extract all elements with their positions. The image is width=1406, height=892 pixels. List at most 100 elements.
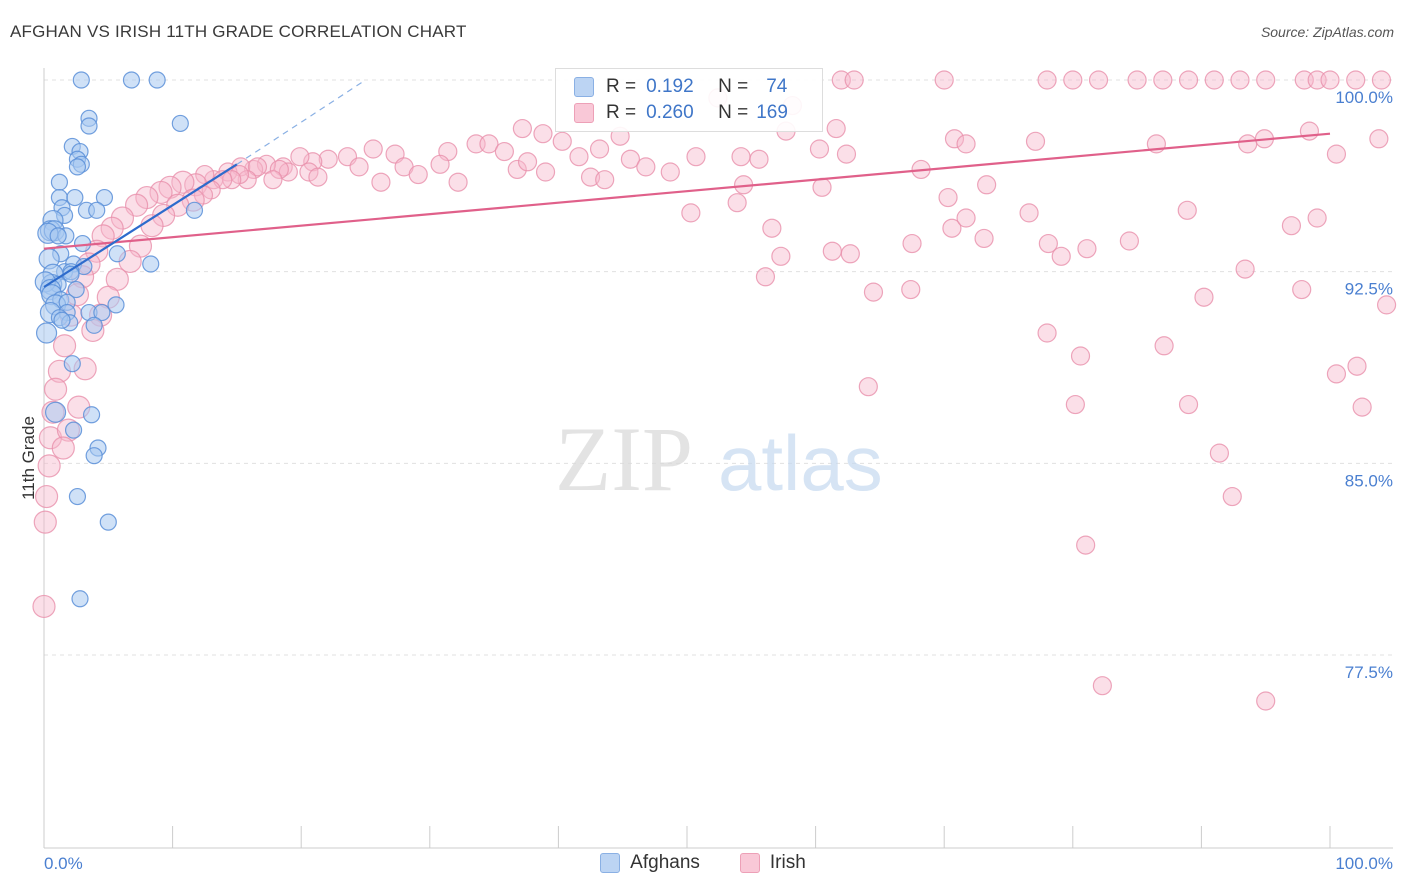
irish-point [1070,346,1091,366]
irish-point [1153,70,1173,90]
irish-point [901,279,921,300]
irish-point [934,70,954,90]
afghan-point [73,234,92,253]
irish-point [686,147,706,167]
afghan-point [53,311,71,329]
irish-point [1194,287,1214,307]
afghan-point [72,71,90,89]
y-tick-label: 100.0% [1335,88,1393,107]
irish-point [749,149,769,169]
irish-point [303,152,323,172]
afghan-point [99,513,117,531]
irish-point [944,129,965,149]
afghan-point [64,421,83,439]
irish-point [1209,443,1230,463]
irish-point [942,218,962,238]
irish-point [595,170,615,190]
y-tick-label: 85.0% [1345,471,1393,490]
watermark: ZIP atlas [555,408,883,510]
afghans-trend-extension [236,79,366,165]
irish-swatch [574,103,594,123]
legend-item-afghans[interactable]: Afghans [600,852,700,874]
afghan-point [93,303,111,322]
irish-legend-swatch [739,853,760,873]
x-tick-label-min: 0.0% [44,854,83,873]
irish-point [938,187,958,208]
irish-point [1038,233,1058,254]
irish-point [535,162,556,182]
afghan-point [35,322,58,344]
afghan-point [63,355,81,373]
irish-point [363,139,383,159]
irish-point [822,241,842,261]
irish-point [1088,70,1109,90]
irish-point [494,141,514,162]
watermark-zip: ZIP [555,408,693,510]
irish-point [51,436,75,460]
r-value-irish: 0.260 [646,102,694,123]
legend-item-irish[interactable]: Irish [739,852,806,874]
watermark-atlas: atlas [718,419,883,507]
irish-point [660,162,680,182]
irish-point [1352,397,1372,417]
irish-point [755,267,776,287]
irish-point [809,139,830,159]
irish-point [863,282,884,302]
irish-point [956,134,976,154]
irish-point [408,164,428,185]
afghans-legend-swatch [600,853,621,873]
r-label: R = [606,102,637,123]
irish-point [1326,364,1347,384]
irish-point [902,233,922,254]
afghan-point [88,201,106,219]
irish-point [589,139,610,159]
irish-point [247,157,268,177]
y-tick-label: 77.5% [1345,663,1393,682]
afghan-point [85,316,103,334]
n-label: N = [718,102,749,123]
irish-point [974,228,994,249]
afghan-point [95,188,114,207]
legend-row-irish: R = 0.260 N = 169 [574,101,788,125]
irish-point [1235,259,1255,279]
chart-title: AFGHAN VS IRISH 11TH GRADE CORRELATION C… [10,22,467,41]
irish-point [762,218,782,238]
irish-point [727,193,747,213]
irish-point [52,334,77,358]
irish-point [479,134,499,154]
afghan-point [122,71,141,89]
irish-point [1326,144,1347,164]
irish-point [1347,356,1367,376]
trend-lines [43,79,1331,288]
irish-point [507,159,527,180]
irish-point [37,454,61,478]
irish-point [1307,208,1327,228]
irish-point [448,172,468,192]
irish-point [1037,70,1057,90]
y-tick-label: 92.5% [1345,280,1393,299]
irish-point [1222,486,1242,507]
irish-point [1037,323,1057,343]
afghan-point [80,117,98,135]
afghans-trend-line [43,163,238,288]
afghan-point [68,158,87,176]
axes [43,68,1393,849]
afghan-point [71,590,89,608]
irish-point [299,162,319,182]
irish-point [1369,129,1389,149]
irish-point [1076,535,1096,555]
n-value-afghans: 74 [766,76,788,97]
afghan-point [108,245,126,263]
irish-point [1376,295,1397,315]
irish-point [1177,200,1197,220]
irish-point [1063,70,1083,90]
r-label: R = [606,76,637,97]
irish-point [1127,70,1147,90]
irish-point [569,147,589,167]
afghan-point [50,173,69,191]
irish-point [533,124,553,144]
irish-point [32,594,56,619]
afghan-point [68,487,87,506]
irish-point [263,170,283,190]
irish-point [110,206,135,230]
